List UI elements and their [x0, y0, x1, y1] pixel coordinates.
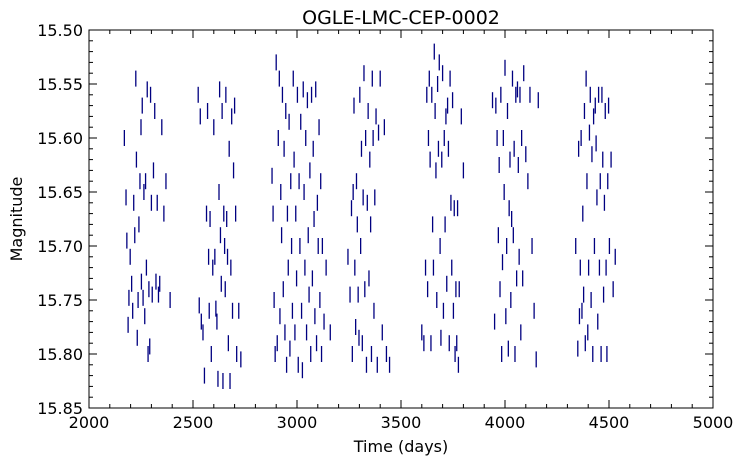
x-tick-label: 3500 [381, 413, 422, 432]
x-tick-label: 2500 [173, 413, 214, 432]
y-tick-label: 15.70 [37, 237, 83, 256]
y-tick-label: 15.50 [37, 21, 83, 40]
x-tick-label: 4000 [485, 413, 526, 432]
y-tick-label: 15.85 [37, 399, 83, 418]
y-axis-label: Magnitude [7, 177, 26, 262]
x-tick-label: 5000 [693, 413, 734, 432]
x-tick-label: 4500 [589, 413, 630, 432]
x-axis-label: Time (days) [353, 437, 449, 456]
axis-ticks [88, 29, 714, 409]
x-tick-label: 2000 [69, 413, 110, 432]
data-points [123, 43, 616, 389]
plot-frame [88, 29, 714, 409]
chart-title: OGLE-LMC-CEP-0002 [302, 7, 500, 29]
y-tick-label: 15.80 [37, 345, 83, 364]
y-tick-label: 15.75 [37, 291, 83, 310]
x-tick-label: 3000 [277, 413, 318, 432]
y-tick-label: 15.55 [37, 75, 83, 94]
axis-tick-labels: 2000 2500 3000 3500 4000 4500 5000 15.50 15.55 15… [37, 21, 733, 432]
y-tick-label: 15.60 [37, 129, 83, 148]
y-tick-label: 15.65 [37, 183, 83, 202]
